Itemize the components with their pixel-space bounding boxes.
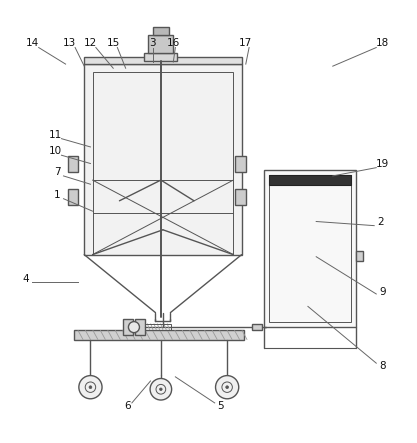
Bar [252,324,262,330]
Text: 19: 19 [376,159,389,168]
Circle shape [160,388,162,391]
Bar [84,57,241,64]
Bar [144,53,177,61]
Text: 14: 14 [26,39,39,48]
Bar [236,189,246,205]
Text: 7: 7 [54,167,60,177]
Circle shape [150,378,172,400]
Bar [269,175,351,322]
Text: 8: 8 [379,361,386,372]
Circle shape [216,376,239,399]
Text: 13: 13 [63,39,76,48]
Text: 9: 9 [379,287,386,297]
Bar [74,330,244,339]
Circle shape [226,386,229,389]
Text: 6: 6 [124,401,131,411]
Text: 4: 4 [23,275,30,284]
Text: 11: 11 [49,129,62,140]
Circle shape [89,386,92,389]
Bar [123,319,133,335]
Text: 18: 18 [376,39,389,48]
Text: 17: 17 [239,39,252,48]
Bar [153,27,169,35]
Bar [68,156,78,172]
Bar [135,319,146,335]
Text: 2: 2 [377,217,384,226]
Bar [93,72,234,255]
Text: 12: 12 [84,39,97,48]
Text: 16: 16 [167,39,180,48]
Circle shape [79,376,102,399]
Text: 5: 5 [218,401,224,411]
Bar [148,35,173,53]
Bar [264,170,356,327]
Bar [356,251,363,261]
Circle shape [128,322,139,333]
Bar [146,324,171,330]
Text: 3: 3 [149,39,156,48]
Bar [68,189,78,205]
Text: 15: 15 [107,39,120,48]
Bar [236,156,246,172]
Text: 1: 1 [54,190,60,200]
Bar [269,175,351,185]
Text: 10: 10 [49,146,62,156]
Bar [84,64,241,255]
